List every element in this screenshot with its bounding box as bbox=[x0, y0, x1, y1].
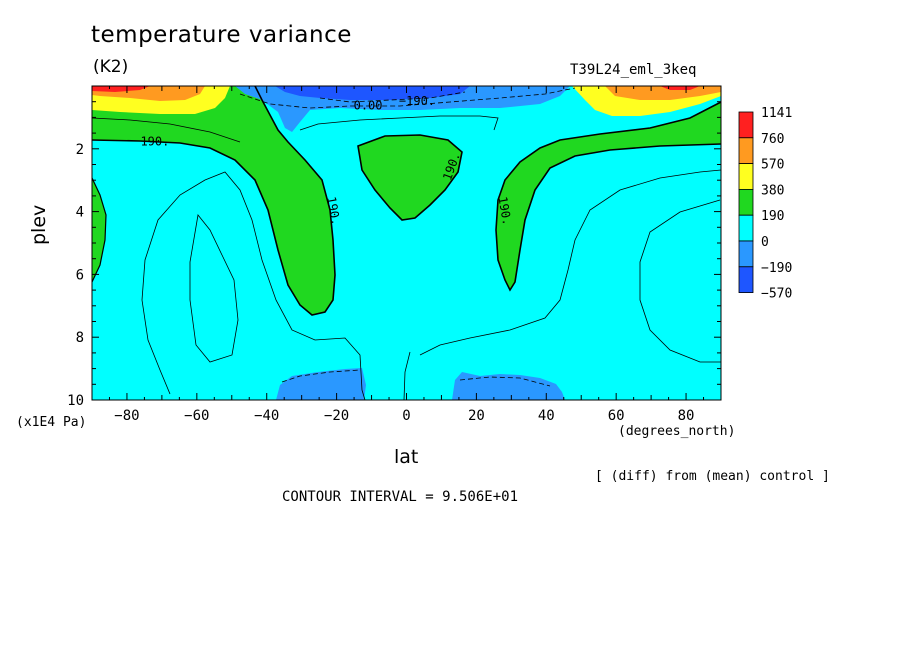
legend-level-label: 190 bbox=[761, 209, 784, 224]
chart-title: temperature variance bbox=[91, 22, 352, 48]
x-tick-label: −20 bbox=[324, 408, 349, 424]
contour-label: 0.00 bbox=[354, 99, 383, 113]
y-tick-label: 2 bbox=[76, 142, 84, 158]
diff-note: [ (diff) from (mean) control ] bbox=[595, 469, 830, 484]
legend-level-label: 760 bbox=[761, 132, 784, 147]
legend-level-label: 570 bbox=[761, 158, 784, 173]
legend-level-label: 380 bbox=[761, 183, 784, 198]
legend-swatch bbox=[738, 163, 754, 190]
x-tick-label: 60 bbox=[608, 408, 625, 424]
legend-level-label: 1141 bbox=[761, 106, 792, 121]
contour-label: 190. bbox=[495, 195, 514, 226]
legend-level-label: 0 bbox=[761, 235, 769, 250]
y-axis: 2 4 6 8 10 bbox=[67, 85, 721, 409]
legend-swatch bbox=[738, 266, 754, 293]
x-tick-label: 80 bbox=[678, 408, 695, 424]
legend-level-label: −570 bbox=[761, 287, 792, 302]
x-tick-label: −40 bbox=[254, 408, 279, 424]
y-tick-label: 10 bbox=[67, 393, 84, 409]
x-axis-units: (degrees_north) bbox=[618, 424, 736, 439]
contour-label: 190. bbox=[324, 195, 343, 226]
y-tick-label: 6 bbox=[76, 267, 84, 283]
contour-lines bbox=[91, 85, 722, 401]
x-tick-label: −60 bbox=[184, 408, 209, 424]
legend-swatch bbox=[738, 240, 754, 268]
contour-interval-text: CONTOUR INTERVAL = 9.506E+01 bbox=[282, 489, 519, 505]
y-tick-label: 8 bbox=[76, 330, 84, 346]
legend-swatch bbox=[738, 214, 754, 242]
x-tick-label: 0 bbox=[402, 408, 410, 424]
x-tick-label: 40 bbox=[538, 408, 555, 424]
x-tick-label: −80 bbox=[114, 408, 139, 424]
y-axis-units: (x1E4 Pa) bbox=[16, 415, 87, 430]
contour-field bbox=[92, 86, 721, 400]
legend-swatch bbox=[738, 111, 754, 139]
contour-label: 190. bbox=[140, 135, 169, 149]
y-tick-label: 4 bbox=[76, 205, 84, 221]
legend-swatch bbox=[738, 137, 754, 165]
contour-label: −190. bbox=[399, 94, 435, 108]
legend-level-label: −190 bbox=[761, 261, 792, 276]
run-id-label: T39L24_eml_3keq bbox=[570, 62, 697, 78]
chart-units: (K2) bbox=[93, 57, 129, 77]
x-axis: −80 −60 −40 −20 0 20 40 60 80 bbox=[91, 86, 722, 424]
color-legend: 1141 760 570 380 190 0 −190 −570 bbox=[738, 106, 792, 302]
x-tick-label: 20 bbox=[468, 408, 485, 424]
legend-swatch bbox=[738, 188, 754, 216]
x-axis-label: lat bbox=[394, 446, 419, 468]
